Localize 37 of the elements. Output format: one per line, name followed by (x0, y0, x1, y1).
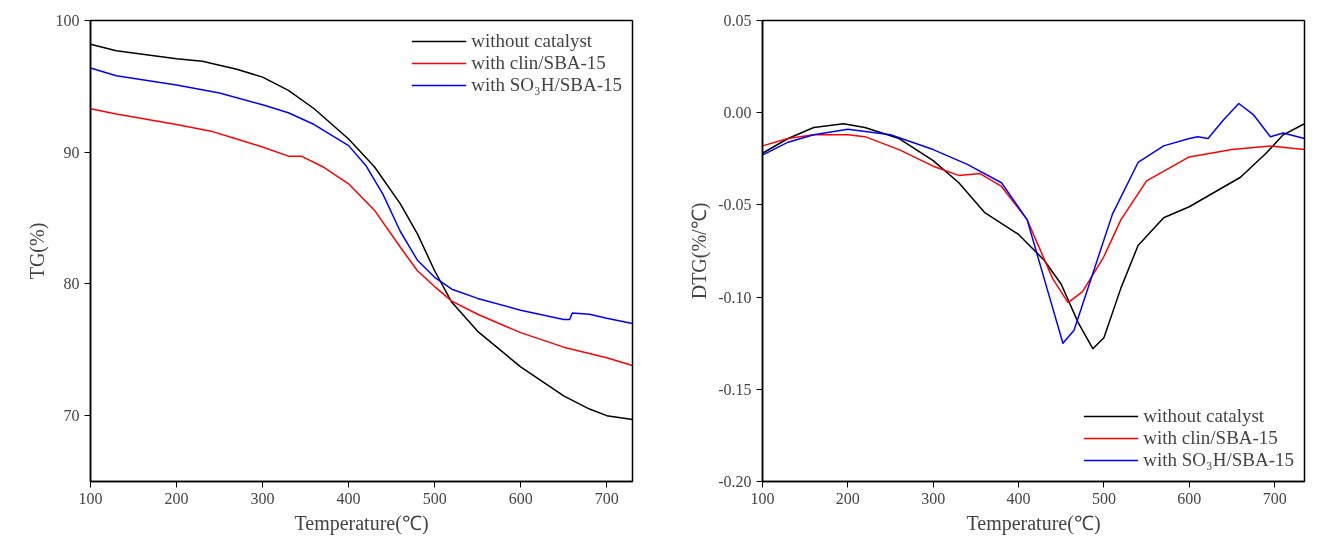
y-tick-label: 0.00 (723, 104, 752, 122)
y-tick-label: -0.05 (718, 196, 752, 214)
x-axis-title: Temperature(℃) (294, 511, 429, 535)
x-tick-label: 600 (1177, 489, 1202, 507)
legend-label: with clin/SBA-15 (471, 52, 606, 74)
legend-label: without catalyst (471, 30, 593, 52)
legend-label: with clin/SBA-15 (1143, 427, 1278, 449)
x-tick-label: 500 (422, 489, 447, 507)
legend-label: without catalyst (1143, 405, 1265, 427)
legend-label: with SO₃H/SBA-15 (471, 74, 622, 96)
line-series (762, 134, 1305, 304)
x-tick-label: 100 (750, 489, 775, 507)
x-axis-title: Temperature(℃) (966, 511, 1101, 535)
line-series (90, 67, 633, 325)
y-axis-title: TG(%) (25, 222, 49, 280)
y-tick-label: 80 (63, 275, 80, 293)
y-tick-label: -0.15 (718, 380, 752, 398)
x-tick-label: 300 (921, 489, 946, 507)
x-tick-label: 400 (336, 489, 361, 507)
x-tick-label: 400 (1006, 489, 1031, 507)
line-series (90, 108, 633, 367)
legend-label: with SO₃H/SBA-15 (1143, 449, 1294, 471)
x-tick-label: 200 (164, 489, 189, 507)
x-tick-label: 700 (594, 489, 619, 507)
y-tick-label: -0.20 (718, 473, 752, 490)
y-tick-label: -0.10 (718, 288, 752, 306)
x-tick-label: 500 (1091, 489, 1116, 507)
y-tick-label: 0.05 (723, 12, 752, 29)
y-axis-title: DTG(%/℃) (688, 202, 712, 300)
x-tick-label: 700 (1262, 489, 1287, 507)
y-tick-label: 70 (63, 407, 80, 425)
x-tick-label: 200 (835, 489, 860, 507)
y-tick-label: 90 (63, 143, 80, 161)
x-tick-label: 600 (508, 489, 533, 507)
x-tick-label: 100 (78, 489, 103, 507)
y-tick-label: 100 (55, 12, 80, 29)
x-tick-label: 300 (250, 489, 275, 507)
